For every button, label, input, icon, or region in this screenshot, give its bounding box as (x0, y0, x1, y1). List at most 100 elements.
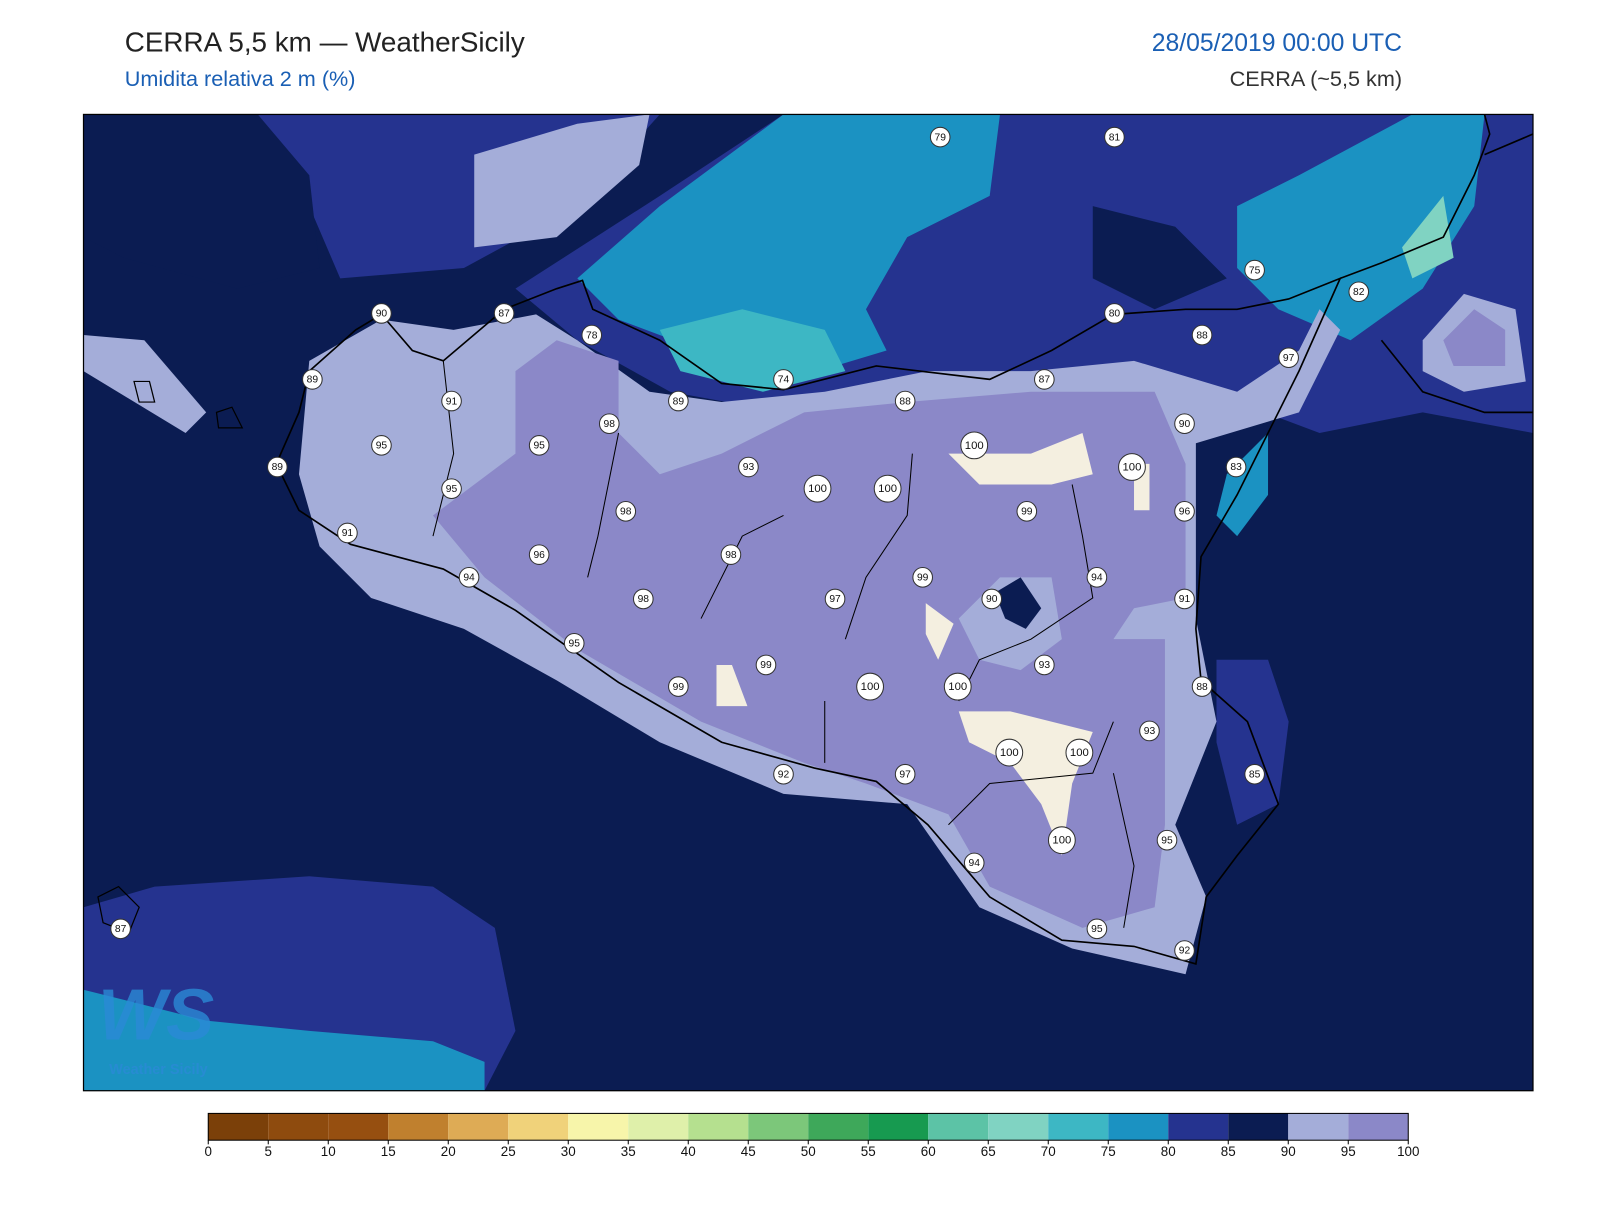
station-marker (1174, 501, 1195, 522)
logo-name: Weather Sicily (109, 1062, 207, 1078)
colorbar-tick-label: 95 (1341, 1144, 1356, 1159)
station-marker (302, 369, 323, 390)
station-value: 88 (1196, 682, 1208, 693)
station-marker (894, 390, 916, 412)
colorbar-segment (1348, 1113, 1409, 1141)
station-value: 100 (1000, 747, 1019, 759)
station-value: 88 (1196, 330, 1208, 341)
station-value: 89 (673, 396, 685, 407)
station-marker (773, 369, 794, 390)
station-value: 100 (1070, 747, 1089, 759)
contour (83, 335, 207, 433)
station-value: 94 (1091, 573, 1103, 584)
station-marker (720, 544, 742, 565)
colorbar-segment (448, 1113, 509, 1141)
station-marker (441, 478, 462, 499)
station-marker (441, 390, 462, 412)
colorbar-tick-label: 5 (265, 1144, 272, 1159)
station-value: 92 (778, 769, 790, 780)
station-marker (1174, 940, 1195, 961)
colorbar-segment (1288, 1113, 1349, 1141)
station-value: 82 (1353, 287, 1365, 298)
station-marker (1065, 738, 1094, 767)
station-marker (528, 544, 550, 565)
contour (958, 711, 1093, 856)
colorbar-tick-label: 25 (501, 1144, 516, 1159)
title: CERRA 5,5 km — WeatherSicily (125, 27, 525, 58)
station-value: 100 (948, 681, 967, 693)
contour (432, 340, 1186, 928)
station-value: 95 (376, 441, 388, 452)
colorbar-tick-label: 50 (801, 1144, 816, 1159)
contour (659, 309, 846, 392)
station-value: 90 (1179, 419, 1191, 430)
colorbar-segment (1048, 1113, 1109, 1141)
contour (1237, 114, 1485, 341)
station-marker (1225, 456, 1247, 478)
subtitle: Umidita relativa 2 m (%) (125, 66, 356, 91)
colorbar-tick-label: 55 (861, 1144, 876, 1159)
station-marker (1034, 654, 1055, 676)
station-marker (632, 588, 654, 610)
station-marker (1278, 347, 1299, 369)
station-value: 89 (272, 462, 284, 473)
colorbar-tick-label: 15 (381, 1144, 396, 1159)
station-marker (615, 501, 637, 522)
contour (994, 577, 1042, 629)
station-marker (1348, 281, 1370, 303)
station-marker (912, 567, 933, 588)
station-value: 83 (1230, 462, 1242, 473)
station-value: 87 (1039, 375, 1051, 386)
station-value: 80 (1109, 309, 1121, 320)
contour (1443, 309, 1506, 366)
station-marker (458, 567, 480, 588)
colorbar-segment (748, 1113, 809, 1141)
station-marker (1047, 826, 1076, 855)
station-marker (873, 474, 902, 503)
station-marker (267, 456, 288, 478)
colorbar-segment (328, 1113, 389, 1141)
station-value: 90 (986, 594, 998, 605)
station-marker (668, 676, 689, 697)
station-value: 97 (899, 769, 911, 780)
station-value: 90 (376, 309, 388, 320)
station-marker (493, 303, 515, 324)
station-marker (1244, 763, 1265, 785)
coastline (1339, 114, 1533, 414)
colorbar-segment (928, 1113, 989, 1141)
contour (83, 989, 485, 1091)
colorbar-tick-label: 65 (981, 1144, 996, 1159)
colorbar-tick-label: 40 (681, 1144, 696, 1159)
station-value: 98 (604, 419, 616, 430)
station-value: 96 (1179, 507, 1191, 518)
station-marker (1156, 829, 1178, 851)
station-marker (824, 588, 846, 610)
coastline (275, 276, 1342, 965)
station-marker (337, 522, 358, 544)
map: 79 81 75 82 90 87 78 80 88 97 89 74 87 91 89 88 98 90 95 95… (82, 113, 1534, 1092)
station-value: 99 (673, 682, 685, 693)
station-marker (1086, 918, 1108, 940)
station-value: 91 (446, 396, 458, 407)
colorbar-segment (1108, 1113, 1169, 1141)
station-value: 100 (808, 483, 827, 495)
station-marker (1034, 369, 1055, 390)
colorbar-segment (508, 1113, 569, 1141)
logo-mark: WS (98, 976, 214, 1056)
station-marker (110, 918, 131, 940)
colorbar-tick-label: 0 (205, 1144, 212, 1159)
stations: 79 81 75 82 90 87 78 80 88 97 89 74 87 91 89 88 98 90 95 95… (110, 126, 1370, 961)
datetime: 28/05/2019 00:00 UTC (1152, 30, 1402, 57)
station-marker (1104, 126, 1125, 148)
contour (474, 114, 650, 248)
station-value: 88 (899, 396, 911, 407)
province-border (432, 360, 1135, 928)
station-value: 94 (463, 573, 475, 584)
station-value: 78 (586, 330, 598, 341)
station-marker (894, 763, 916, 785)
colorbar-tick-label: 75 (1101, 1144, 1116, 1159)
station-value: 97 (829, 594, 841, 605)
station-value: 98 (620, 507, 632, 518)
station-marker (1016, 501, 1038, 522)
station-value: 85 (1249, 769, 1261, 780)
